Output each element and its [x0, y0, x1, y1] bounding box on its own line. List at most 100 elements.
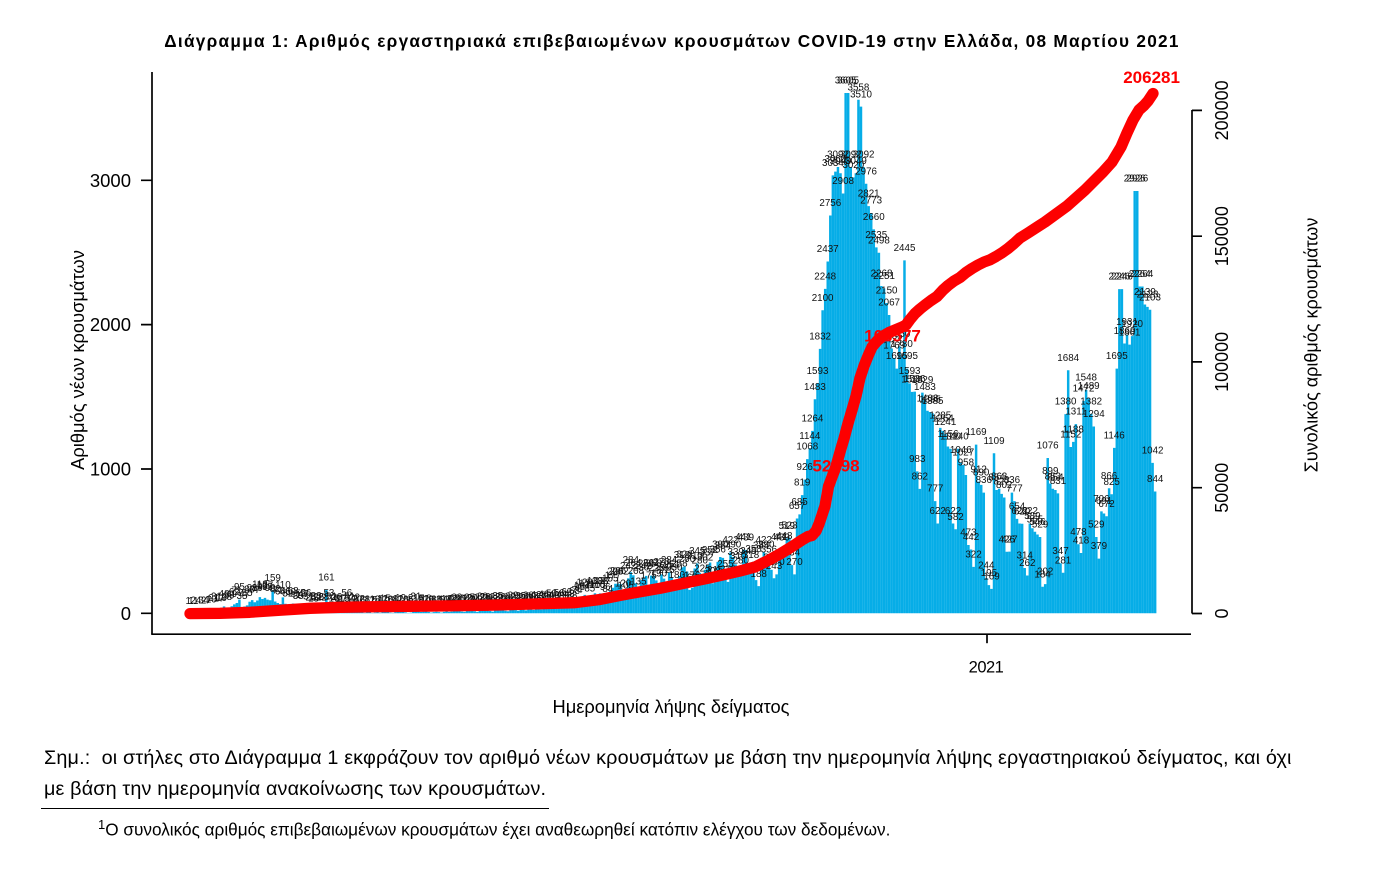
svg-text:1861: 1861 [1119, 327, 1141, 338]
svg-text:95: 95 [574, 582, 585, 593]
svg-text:2756: 2756 [819, 198, 841, 209]
svg-text:1385: 1385 [922, 396, 944, 407]
svg-text:22: 22 [316, 593, 327, 604]
svg-text:47: 47 [239, 589, 250, 600]
svg-text:38: 38 [566, 590, 577, 601]
svg-text:48: 48 [564, 589, 575, 600]
svg-text:261: 261 [643, 558, 659, 569]
svg-text:205: 205 [607, 566, 624, 577]
svg-text:439: 439 [774, 533, 790, 544]
svg-text:1152: 1152 [1060, 430, 1081, 441]
svg-text:35: 35 [492, 591, 503, 602]
svg-text:3092: 3092 [853, 150, 875, 161]
svg-text:1593: 1593 [899, 366, 921, 377]
svg-text:39: 39 [508, 590, 519, 601]
svg-text:1264: 1264 [932, 414, 954, 425]
svg-text:206: 206 [610, 566, 627, 577]
svg-text:1000: 1000 [90, 459, 131, 480]
svg-text:18: 18 [500, 593, 511, 604]
svg-text:190: 190 [651, 569, 668, 580]
svg-text:323: 323 [676, 549, 693, 560]
svg-text:1109: 1109 [983, 436, 1004, 447]
svg-text:100000: 100000 [1212, 332, 1232, 392]
svg-text:5: 5 [388, 595, 394, 606]
svg-text:2: 2 [201, 596, 206, 607]
svg-text:3020: 3020 [842, 160, 864, 171]
svg-text:258: 258 [646, 559, 663, 570]
svg-text:0: 0 [1212, 608, 1232, 618]
svg-text:1695: 1695 [896, 351, 918, 362]
svg-text:74: 74 [572, 585, 583, 596]
svg-text:854: 854 [988, 473, 1005, 484]
svg-text:620: 620 [1014, 506, 1031, 517]
svg-text:25: 25 [464, 592, 475, 603]
svg-text:52: 52 [295, 588, 306, 599]
svg-text:422: 422 [722, 535, 738, 546]
svg-text:96: 96 [600, 582, 611, 593]
svg-text:258: 258 [671, 559, 688, 570]
svg-text:418: 418 [1073, 536, 1090, 547]
svg-text:390: 390 [712, 540, 729, 551]
svg-text:206281: 206281 [1123, 68, 1180, 87]
svg-text:2100: 2100 [812, 293, 834, 304]
svg-text:243: 243 [766, 561, 783, 572]
svg-text:1489: 1489 [1078, 381, 1100, 392]
svg-text:426: 426 [999, 534, 1016, 545]
svg-text:1188: 1188 [1063, 424, 1085, 435]
svg-text:22: 22 [497, 593, 508, 604]
svg-text:2139: 2139 [1134, 287, 1156, 298]
svg-text:529: 529 [1032, 520, 1048, 531]
svg-text:352: 352 [702, 545, 718, 556]
svg-text:62: 62 [229, 587, 240, 598]
svg-text:5: 5 [372, 595, 378, 606]
svg-text:836: 836 [1004, 475, 1021, 486]
svg-text:30: 30 [477, 592, 488, 603]
svg-text:16: 16 [454, 594, 465, 605]
svg-text:358: 358 [745, 544, 762, 555]
svg-text:21: 21 [408, 593, 419, 604]
svg-text:2248: 2248 [814, 271, 836, 282]
svg-text:831: 831 [1050, 476, 1066, 487]
svg-text:27: 27 [536, 592, 547, 603]
svg-text:2264: 2264 [1129, 269, 1151, 280]
svg-text:3092: 3092 [840, 150, 862, 161]
svg-text:121: 121 [579, 578, 595, 589]
svg-text:225: 225 [694, 563, 711, 574]
svg-text:281: 281 [1055, 555, 1071, 566]
svg-text:622: 622 [1011, 506, 1027, 517]
svg-text:8: 8 [436, 595, 442, 606]
svg-text:654: 654 [1009, 502, 1026, 513]
svg-text:2103: 2103 [1139, 292, 1161, 303]
svg-text:2976: 2976 [855, 166, 877, 177]
svg-text:390: 390 [758, 540, 775, 551]
svg-text:110: 110 [585, 580, 601, 591]
svg-text:1395: 1395 [919, 395, 941, 406]
svg-text:8: 8 [431, 595, 437, 606]
svg-text:22: 22 [451, 593, 462, 604]
svg-text:657: 657 [789, 501, 805, 512]
svg-text:2150: 2150 [876, 286, 898, 297]
svg-text:827: 827 [994, 477, 1010, 488]
svg-text:11: 11 [431, 594, 441, 605]
svg-text:6: 6 [403, 595, 409, 606]
svg-text:958: 958 [958, 458, 975, 469]
svg-text:228: 228 [648, 563, 665, 574]
svg-text:56: 56 [300, 588, 311, 599]
svg-text:46: 46 [538, 589, 549, 600]
svg-text:264: 264 [625, 558, 642, 569]
svg-text:622: 622 [930, 506, 946, 517]
svg-text:1869: 1869 [1114, 326, 1136, 337]
svg-text:80: 80 [244, 584, 255, 595]
svg-text:2021: 2021 [969, 659, 1004, 677]
svg-text:32: 32 [551, 591, 562, 602]
svg-text:56: 56 [554, 588, 565, 599]
svg-text:244: 244 [978, 561, 995, 572]
svg-text:135: 135 [630, 576, 647, 587]
svg-text:384: 384 [715, 541, 732, 552]
svg-text:310: 310 [687, 551, 704, 562]
svg-text:1241: 1241 [935, 417, 957, 428]
svg-text:1027: 1027 [952, 448, 974, 459]
svg-text:384: 384 [753, 541, 770, 552]
svg-text:230: 230 [633, 563, 650, 574]
svg-text:30: 30 [543, 592, 554, 603]
